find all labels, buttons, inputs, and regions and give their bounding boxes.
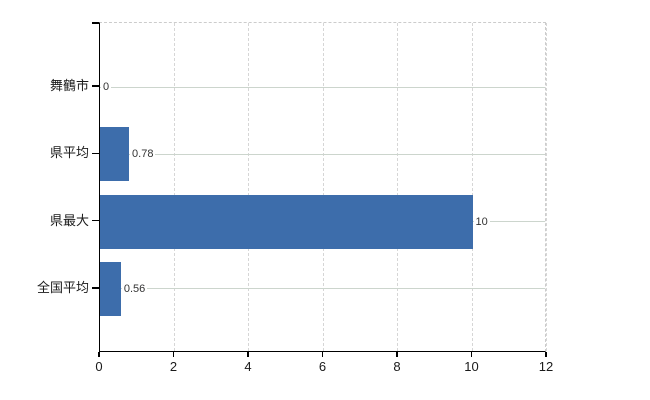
- value-label: 0.78: [130, 147, 156, 162]
- x-tick-label: 2: [169, 359, 178, 374]
- x-tick-label: 0: [95, 359, 103, 374]
- bar: [100, 194, 473, 249]
- vertical-gridline: [173, 23, 175, 351]
- x-axis-tick: [172, 352, 175, 357]
- x-axis-tick: [98, 352, 100, 357]
- y-axis-top-tick: [92, 22, 99, 24]
- category-guideline: [100, 86, 545, 88]
- value-label: 0: [101, 80, 112, 94]
- y-axis-tick: [92, 152, 99, 155]
- x-axis-tick: [321, 352, 324, 357]
- vertical-gridline: [397, 23, 398, 351]
- x-tick-label: 12: [538, 359, 554, 374]
- bar: [100, 261, 121, 316]
- vertical-gridline: [322, 23, 324, 351]
- category-label: 全国平均: [36, 279, 89, 295]
- bar: [100, 127, 130, 182]
- x-axis-tick: [470, 352, 473, 357]
- category-label: 舞鶴市: [49, 78, 89, 93]
- vertical-gridline: [546, 23, 547, 351]
- y-axis-tick: [92, 219, 99, 222]
- vertical-gridline: [248, 23, 249, 351]
- y-axis-tick: [92, 85, 99, 87]
- x-axis-tick: [545, 352, 547, 357]
- value-label: 0.56: [121, 281, 148, 296]
- y-axis-tick: [92, 287, 99, 289]
- category-guideline: [100, 153, 545, 155]
- x-tick-label: 10: [464, 359, 479, 374]
- x-tick-label: 6: [318, 359, 327, 374]
- plot-area: 0 0.78 10 0.56: [99, 22, 547, 352]
- value-label: 10: [473, 214, 490, 229]
- x-tick-label: 8: [393, 359, 401, 374]
- category-guideline: [100, 288, 545, 290]
- x-tick-label: 4: [244, 359, 252, 374]
- category-label: 県平均: [49, 145, 89, 161]
- category-label: 県最大: [49, 212, 89, 228]
- x-axis-tick: [396, 352, 398, 357]
- vertical-gridline: [471, 23, 473, 351]
- x-axis-tick: [247, 352, 249, 357]
